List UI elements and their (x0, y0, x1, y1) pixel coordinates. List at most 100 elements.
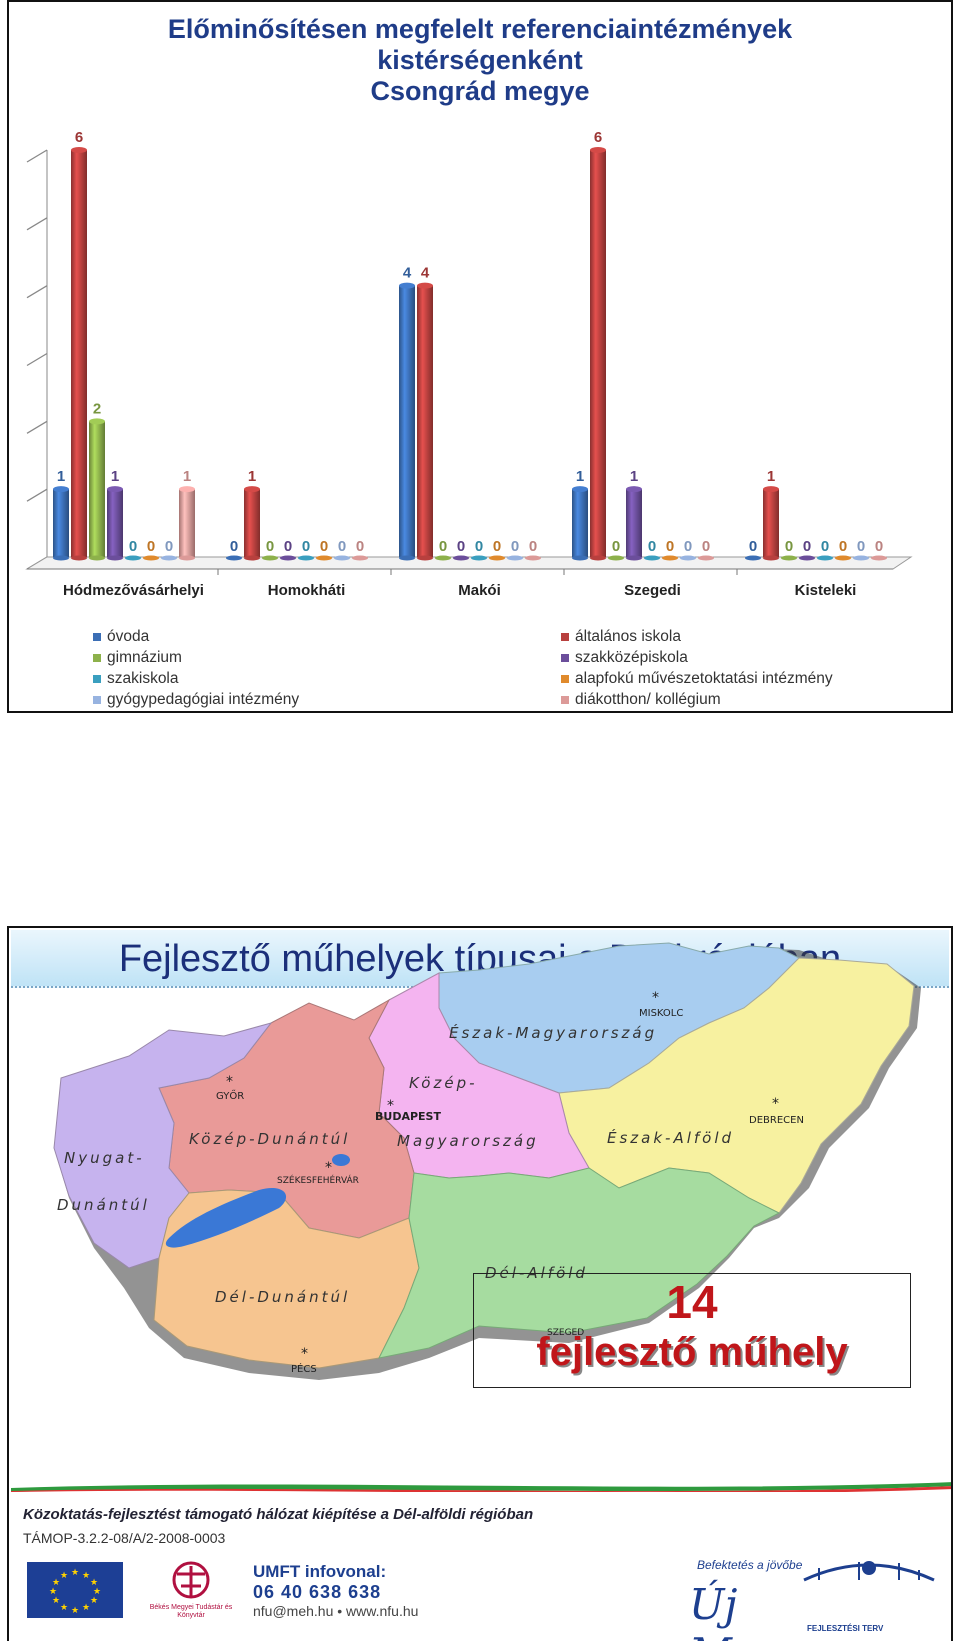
data-label: 1 (183, 468, 191, 485)
label-nyugat-1: Nyugat- (64, 1149, 145, 1167)
legend-item: szakközépiskola (561, 647, 833, 668)
bar (244, 489, 260, 557)
chart-title-line1: Előminősítésen megfelelt referenciaintéz… (167, 14, 793, 44)
data-label: 1 (248, 468, 256, 485)
legend-label: alapfokú művészetoktatási intézmény (575, 670, 833, 687)
bar-cap (89, 418, 105, 425)
data-label: 0 (165, 538, 173, 555)
city-miskolc: MISKOLC (639, 1008, 683, 1019)
data-label: 1 (630, 468, 638, 485)
y-gridline-tick (26, 149, 48, 163)
bar-base (53, 555, 69, 561)
legend-item: gimnázium (93, 647, 299, 668)
data-label: 0 (529, 538, 537, 555)
city-star-icon: * (652, 990, 659, 1006)
bar-base (244, 555, 260, 561)
bar-base (280, 555, 296, 561)
data-label: 6 (75, 129, 83, 146)
chart-slide: Hódmezővásárhelyi 1 6 2 1 0 0 0 1 Homokháti 0 1 0 0 0 0… (7, 0, 953, 713)
data-label: 0 (648, 538, 656, 555)
data-label: 0 (284, 538, 292, 555)
svg-text:★: ★ (90, 1596, 98, 1606)
bar (417, 285, 433, 557)
bar-base (608, 555, 624, 561)
data-label: 0 (803, 538, 811, 555)
data-label: 0 (839, 538, 847, 555)
bar-base (763, 555, 779, 561)
bar-cap (179, 486, 195, 493)
data-label: 0 (511, 538, 519, 555)
data-label: 0 (129, 538, 137, 555)
x-tick-label: Kisteleki (795, 582, 857, 599)
bekes-library-logo: Békés Megyei Tudástár és Könyvtár (147, 1558, 235, 1624)
bar-base (525, 555, 541, 561)
bar-cap (417, 282, 433, 289)
chart-title-line3: Csongrád megye (370, 76, 590, 106)
y-gridline-tick (26, 285, 48, 299)
bar-base (316, 555, 332, 561)
data-label: 0 (356, 538, 364, 555)
umft-phone: 06 40 638 638 (253, 1582, 382, 1602)
bar (590, 150, 606, 557)
legend-label: szakiskola (107, 670, 179, 687)
bar-base (417, 555, 433, 561)
footer-project-code: TÁMOP-3.2.2-08/A/2-2008-0003 (23, 1530, 226, 1546)
label-eszak-magyarorszag: Észak-Magyarország (449, 1023, 657, 1042)
data-label: 0 (821, 538, 829, 555)
bar-base (179, 555, 195, 561)
x-tick-label: Szegedi (624, 582, 681, 599)
data-label: 0 (493, 538, 501, 555)
bar-base (644, 555, 660, 561)
data-label: 0 (612, 538, 620, 555)
bar-cap (53, 486, 69, 493)
data-label: 4 (403, 265, 412, 282)
data-label: 0 (785, 538, 793, 555)
svg-text:★: ★ (71, 1606, 79, 1616)
footer-ribbon (11, 1482, 951, 1492)
svg-text:★: ★ (60, 1571, 68, 1581)
chart-title-line2: kistérségenként (377, 45, 583, 75)
chart-legend-left: óvoda gimnázium szakiskola gyógypedagógiai … (93, 626, 299, 710)
legend-label: diákotthon/ kollégium (575, 691, 721, 708)
legend-label: gyógypedagógiai intézmény (107, 691, 300, 708)
legend-item: óvoda (93, 626, 299, 647)
workshop-label: fejlesztő műhely (536, 1330, 848, 1374)
data-label: 0 (475, 538, 483, 555)
bar-base (352, 555, 368, 561)
legend-item: diákotthon/ kollégium (561, 689, 833, 710)
chart-title: Előminősítésen megfelelt referenciaintéz… (9, 14, 951, 107)
bar (53, 489, 69, 557)
bar-base (435, 555, 451, 561)
y-gridline-tick (26, 488, 48, 502)
bekes-emblem-icon (172, 1561, 210, 1599)
legend-swatch (561, 653, 569, 662)
data-label: 0 (439, 538, 447, 555)
legend-label: szakközépiskola (575, 649, 688, 666)
bar-base (871, 555, 887, 561)
ujm-slogan: Befektetés a jövőbe (697, 1558, 803, 1572)
bar (179, 489, 195, 557)
data-label: 2 (93, 400, 101, 417)
svg-text:★: ★ (52, 1596, 60, 1606)
bar-cap (107, 486, 123, 493)
data-label: 0 (338, 538, 346, 555)
bar-base (262, 555, 278, 561)
data-label: 0 (302, 538, 310, 555)
svg-text:★: ★ (60, 1603, 68, 1613)
data-label: 0 (266, 538, 274, 555)
city-szekesfehervar: SZÉKESFEHÉRVÁR (277, 1174, 359, 1186)
legend-swatch (93, 653, 101, 662)
city-star-icon: * (325, 1160, 332, 1176)
svg-text:★: ★ (93, 1587, 101, 1597)
bar-base (226, 555, 242, 561)
legend-label: óvoda (107, 628, 150, 645)
bar-base (626, 555, 642, 561)
legend-label: gimnázium (107, 649, 182, 666)
bar-base (489, 555, 505, 561)
svg-text:★: ★ (49, 1587, 57, 1597)
legend-swatch (561, 632, 569, 641)
workshop-count-callout: 14 fejlesztő műhely (473, 1273, 911, 1388)
label-eszak-alfold: Észak-Alföld (607, 1128, 734, 1147)
chart-bars (53, 147, 887, 561)
